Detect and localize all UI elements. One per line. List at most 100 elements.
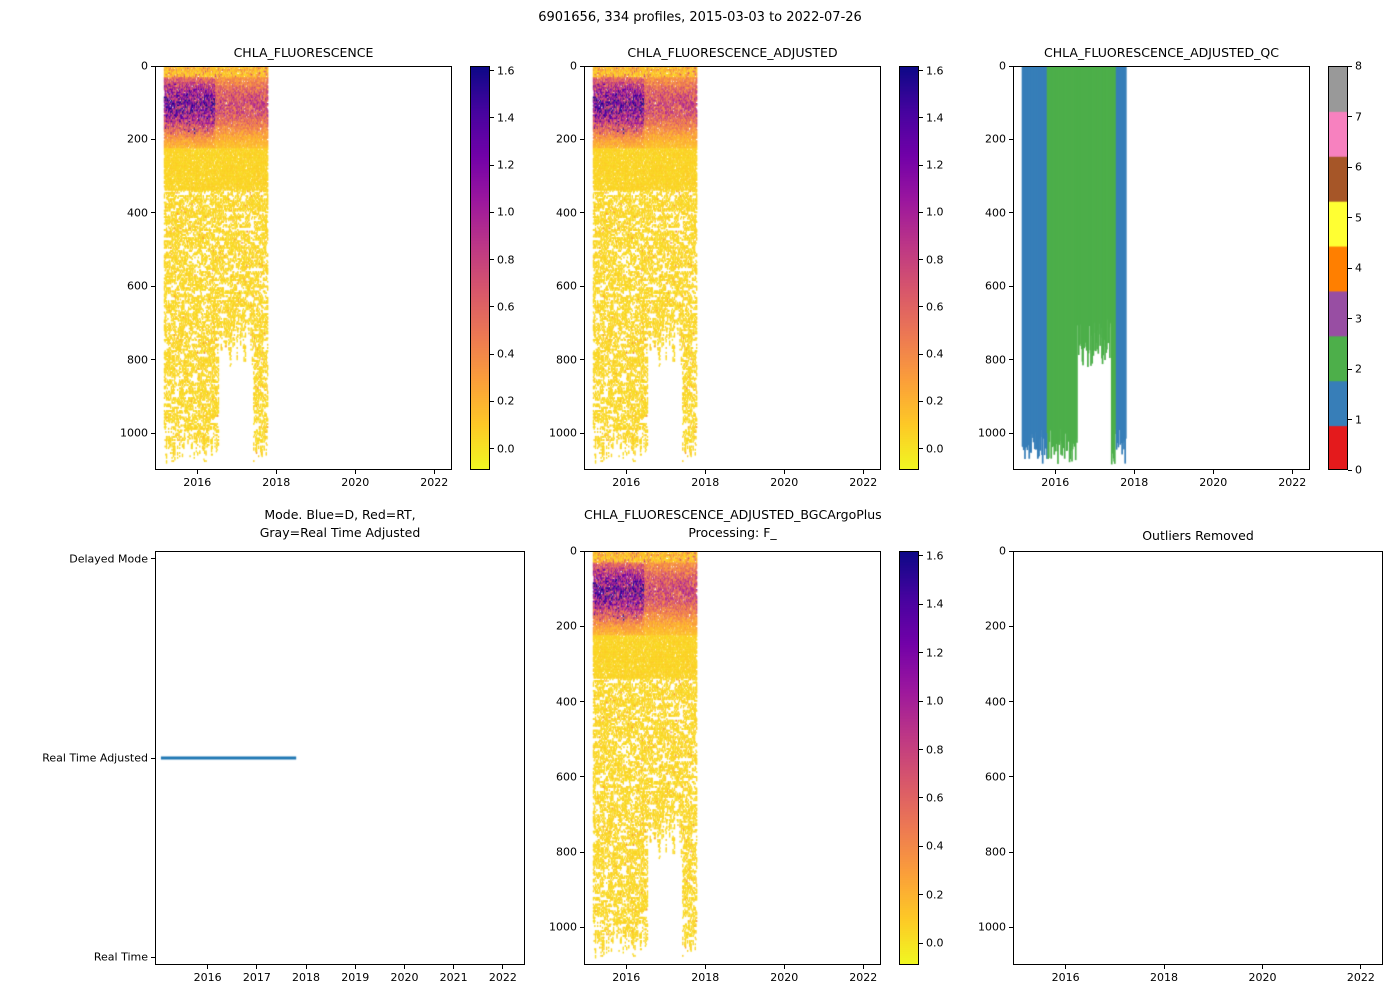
colorbar-tick-mark — [919, 603, 923, 605]
plot-canvas — [155, 551, 525, 965]
colorbar-tick-mark — [919, 749, 923, 751]
y-tick-label: 800 — [127, 353, 148, 367]
colorbar-tick-mark — [919, 117, 923, 119]
x-tick-label: 2016 — [612, 476, 641, 489]
axes-frame — [584, 66, 881, 470]
x-tick-mark — [704, 470, 706, 474]
x-tick-label: 2020 — [390, 971, 419, 984]
x-tick-label: 2016 — [1041, 476, 1070, 489]
y-tick-mark — [1009, 550, 1013, 552]
colorbar-tick-label: 1.0 — [497, 205, 515, 219]
colorbar-gradient — [1328, 66, 1348, 470]
colorbar-tick-label: 1.4 — [497, 111, 515, 125]
subplot-title: CHLA_FLUORESCENCE_ADJUSTED_BGCArgoPlus Pr… — [584, 506, 882, 542]
colorbar-tick-label: 0.4 — [926, 839, 944, 853]
colorbar-tick-mark — [490, 164, 494, 166]
y-tick-label: 800 — [985, 353, 1006, 367]
y-tick-label: 0 — [570, 59, 577, 73]
colorbar-tick-label: 0.0 — [926, 936, 944, 950]
colorbar-tick-label: 1.6 — [926, 549, 944, 563]
colorbar-tick-label: 0.6 — [497, 300, 515, 314]
y-tick-label: 1000 — [978, 920, 1006, 934]
y-tick-label: Delayed Mode — [69, 552, 148, 566]
x-tick-mark — [1261, 965, 1263, 969]
y-tick-label: 600 — [556, 770, 577, 784]
colorbar-tick-label: 0.2 — [926, 394, 944, 408]
y-tick-mark — [580, 625, 584, 627]
colorbar-tick-mark — [490, 259, 494, 261]
x-tick-mark — [1360, 965, 1362, 969]
y-tick-mark — [580, 359, 584, 361]
x-tick-mark — [502, 965, 504, 969]
y-tick-label: 600 — [985, 279, 1006, 293]
colorbar-tick-label: 1.4 — [926, 597, 944, 611]
x-tick-label: 2016 — [193, 971, 222, 984]
y-tick-mark — [151, 956, 155, 958]
y-tick-label: 1000 — [120, 426, 148, 440]
y-tick-mark — [580, 550, 584, 552]
y-tick-mark — [580, 851, 584, 853]
colorbar-tick-label: 0.0 — [497, 442, 515, 456]
y-tick-label: 600 — [127, 279, 148, 293]
colorbar-tick-label: 0.8 — [926, 743, 944, 757]
colorbar-tick-label: 0.8 — [926, 253, 944, 267]
axes-frame — [155, 551, 525, 965]
y-tick-mark — [580, 65, 584, 67]
y-tick-label: 1000 — [549, 426, 577, 440]
subplot-title-line: Mode. Blue=D, Red=RT, — [264, 507, 416, 522]
colorbar-tick-mark — [919, 942, 923, 944]
x-tick-label: 2022 — [849, 476, 878, 489]
colorbar-tick-mark — [919, 211, 923, 213]
x-tick-mark — [403, 965, 405, 969]
x-tick-mark — [275, 470, 277, 474]
x-tick-label: 2022 — [1346, 971, 1375, 984]
colorbar-tick-mark — [919, 894, 923, 896]
y-tick-mark — [151, 138, 155, 140]
colorbar-tick-label: 1.0 — [926, 694, 944, 708]
y-tick-mark — [580, 432, 584, 434]
colorbar-frame — [470, 66, 490, 470]
y-tick-label: Real Time — [93, 950, 148, 964]
x-tick-label: 2020 — [1199, 476, 1228, 489]
y-tick-label: Real Time Adjusted — [42, 751, 148, 765]
colorbar-tick-mark — [919, 400, 923, 402]
x-tick-label: 2020 — [770, 476, 799, 489]
x-tick-mark — [354, 470, 356, 474]
y-tick-label: 200 — [127, 132, 148, 146]
x-tick-label: 2020 — [1248, 971, 1277, 984]
colorbar-tick-mark — [1348, 65, 1352, 67]
x-tick-mark — [862, 470, 864, 474]
colorbar-gradient — [470, 66, 490, 470]
x-tick-mark — [625, 470, 627, 474]
x-tick-mark — [704, 965, 706, 969]
axes-frame — [1013, 551, 1383, 965]
colorbar-tick-label: 0.4 — [497, 347, 515, 361]
y-tick-mark — [151, 359, 155, 361]
colorbar-gradient — [899, 551, 919, 965]
colorbar-tick-mark — [1348, 116, 1352, 117]
colorbar-tick-mark — [919, 448, 923, 450]
x-tick-label: 2018 — [691, 971, 720, 984]
colorbar-tick-mark — [919, 797, 923, 799]
subplot-title: Mode. Blue=D, Red=RT, Gray=Real Time Adju… — [155, 506, 525, 542]
y-tick-label: 200 — [985, 132, 1006, 146]
colorbar-tick-label: 5 — [1355, 211, 1362, 224]
y-tick-mark — [580, 926, 584, 928]
y-tick-label: 800 — [985, 845, 1006, 859]
subplot-title: CHLA_FLUORESCENCE_ADJUSTED_QC — [1044, 45, 1279, 60]
colorbar-tick-mark — [490, 353, 494, 355]
y-tick-mark — [1009, 926, 1013, 928]
x-tick-label: 2022 — [849, 971, 878, 984]
colorbar-gradient — [899, 66, 919, 470]
figure-title: 6901656, 334 profiles, 2015-03-03 to 202… — [538, 10, 862, 25]
x-tick-mark — [433, 470, 435, 474]
y-tick-mark — [580, 138, 584, 140]
colorbar-tick-mark — [1348, 469, 1352, 471]
colorbar-tick-mark — [1348, 419, 1352, 420]
plot-canvas — [584, 551, 881, 965]
y-tick-mark — [1009, 776, 1013, 778]
y-tick-mark — [1009, 212, 1013, 214]
y-tick-label: 800 — [556, 353, 577, 367]
x-tick-label: 2018 — [1120, 476, 1149, 489]
